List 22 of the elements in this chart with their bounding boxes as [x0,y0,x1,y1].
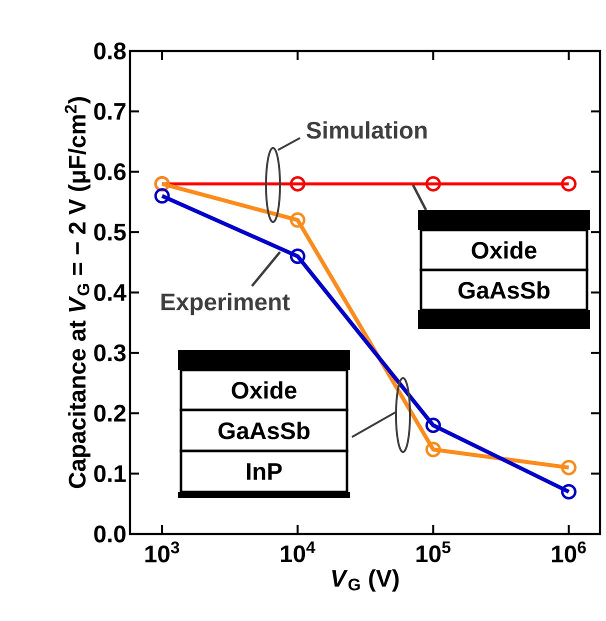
y-tick-label: 0.4 [94,284,126,301]
y-tick-label: 0.8 [94,42,126,60]
annotation: GaAsSb [458,281,550,299]
y-tick-label: 0.0 [94,526,126,542]
annotation: InP [246,463,282,480]
x-tick-label: 10$^{5}$ [416,542,450,562]
y-axis-title: Capacitance at V$_{G}$ = − 2 V (μF/cm$^{2}$) [64,97,90,488]
y-tick-label: 0.6 [94,163,126,180]
x-tick-label: 10$^{3}$ [145,542,180,562]
y-tick-label: 0.2 [94,404,126,422]
y-tick-label: 0.3 [94,344,126,362]
x-tick-label: 10$^{4}$ [280,542,316,562]
annotation: GaAsSb [218,422,310,440]
y-tick-label: 0.5 [94,224,126,241]
annotation: Oxide [232,381,296,399]
y-tick-label: 0.1 [94,465,126,482]
annotation: Oxide [472,241,536,259]
annotation: Simulation [306,121,427,139]
x-axis-title: V$_{G}$ (V) [332,569,399,592]
x-tick-label: 10$^{6}$ [552,542,586,562]
annotation: Experiment [161,292,290,316]
y-tick-label: 0.7 [94,102,126,120]
